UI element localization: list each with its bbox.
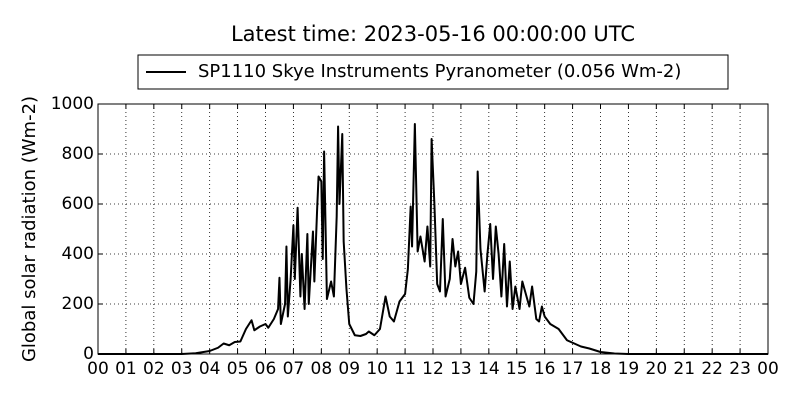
y-tick-label: 600: [62, 194, 94, 214]
x-tick-label: 20: [646, 359, 668, 379]
x-tick-label: 03: [171, 359, 193, 379]
x-tick-label: 22: [701, 359, 723, 379]
x-tick-label: 12: [422, 359, 444, 379]
x-tick-label: 02: [143, 359, 165, 379]
legend-label: SP1110 Skye Instruments Pyranometer (0.0…: [198, 61, 681, 82]
y-tick-label: 400: [62, 244, 94, 264]
x-tick-label: 01: [115, 359, 137, 379]
x-tick-label: 13: [450, 359, 472, 379]
x-tick-label: 07: [283, 359, 305, 379]
x-tick-label: 17: [562, 359, 584, 379]
x-tick-label: 06: [255, 359, 277, 379]
x-tick-label: 14: [478, 359, 500, 379]
data-line: [98, 123, 768, 355]
y-tick-label: 0: [83, 344, 94, 364]
x-tick-label: 00: [757, 359, 779, 379]
y-tick-label: 1000: [51, 94, 94, 114]
x-tick-label: 04: [199, 359, 221, 379]
plot-frame: [97, 103, 769, 355]
x-tick-label: 08: [311, 359, 333, 379]
legend-box: [137, 54, 729, 90]
x-tick-label: 09: [338, 359, 360, 379]
chart-title: Latest time: 2023-05-16 00:00:00 UTC: [231, 22, 635, 46]
y-tick-label: 800: [62, 144, 94, 164]
x-tick-label: 15: [506, 359, 528, 379]
x-tick-label: 16: [534, 359, 556, 379]
x-tick-label: 19: [618, 359, 640, 379]
x-tick-label: 23: [729, 359, 751, 379]
y-tick-label: 200: [62, 294, 94, 314]
x-tick-label: 11: [394, 359, 416, 379]
x-tick-label: 21: [673, 359, 695, 379]
y-axis-label: Global solar radiation (Wm-2): [19, 96, 40, 362]
x-tick-label: 10: [366, 359, 388, 379]
x-tick-label: 18: [590, 359, 612, 379]
x-tick-label: 00: [87, 359, 109, 379]
x-tick-label: 05: [227, 359, 249, 379]
